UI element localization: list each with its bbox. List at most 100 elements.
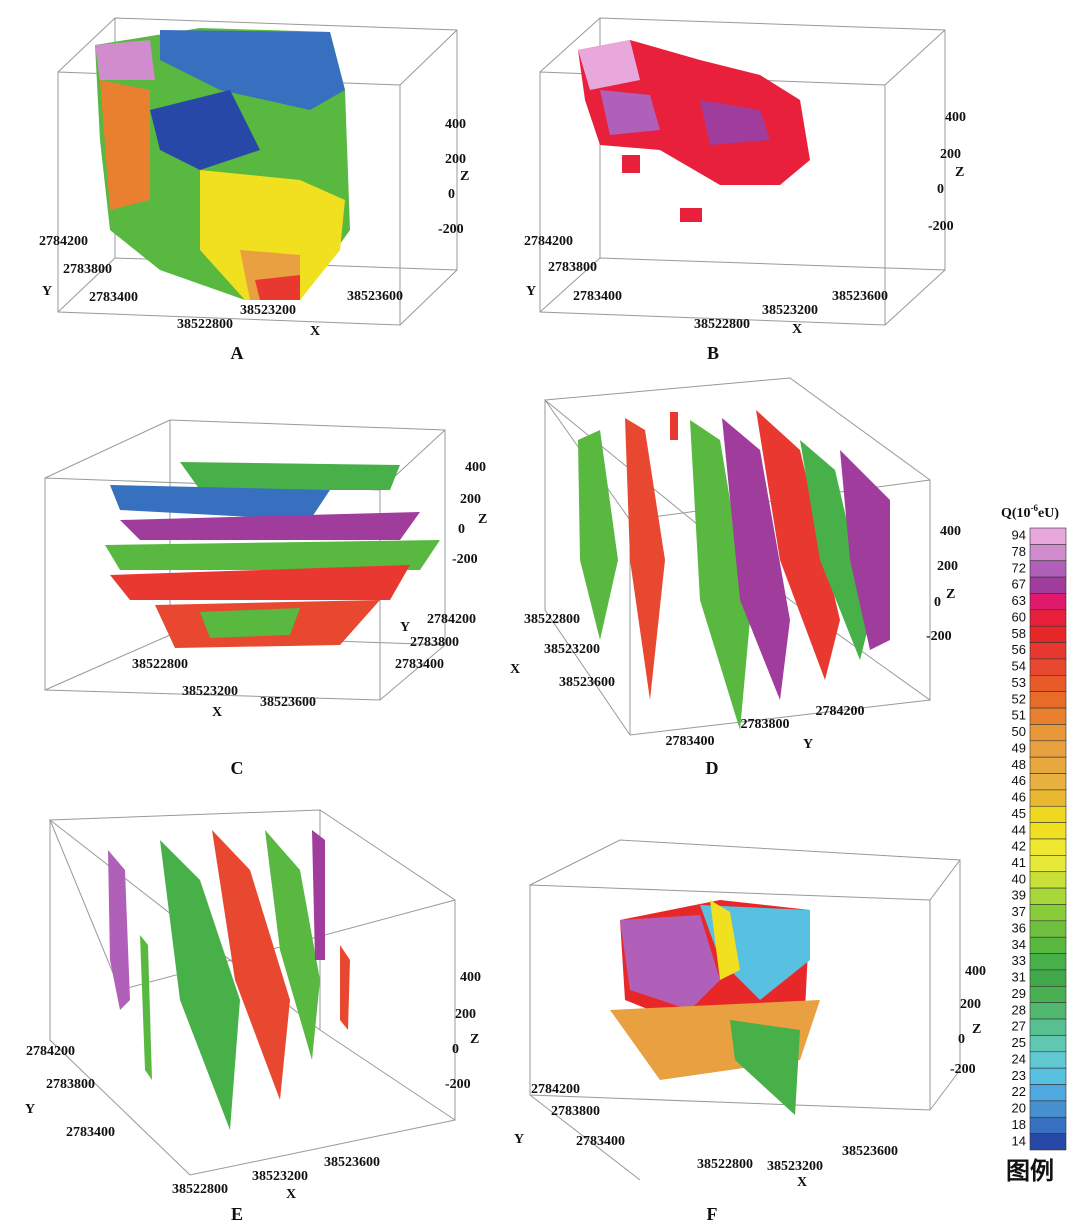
legend-swatch: [1030, 1101, 1066, 1117]
x-title: X: [212, 705, 222, 720]
legend-title: Q(10-6eU): [1001, 503, 1059, 521]
legend-level: 78: [1012, 544, 1026, 559]
legend-swatch: [1030, 1117, 1066, 1133]
slice: [340, 945, 350, 1030]
legend-swatch: [1030, 872, 1066, 888]
z-tick-label: 0: [958, 1032, 965, 1047]
z-tick-label: -200: [926, 629, 952, 644]
z-tick-label: 200: [960, 997, 981, 1012]
x-title: X: [286, 1187, 296, 1202]
legend-level: 41: [1012, 855, 1026, 870]
legend-level: 50: [1012, 724, 1026, 739]
legend-swatch: [1030, 1068, 1066, 1084]
slice: [110, 565, 410, 600]
y-title: Y: [526, 284, 536, 299]
legend-level: 54: [1012, 659, 1026, 674]
legend-level: 24: [1012, 1051, 1026, 1066]
legend-title-prefix: Q(10: [1001, 506, 1031, 521]
legend-level: 46: [1012, 790, 1026, 805]
y-tick-label: 2783400: [89, 290, 138, 305]
y-tick-label: 2783800: [741, 717, 790, 732]
z-tick-label: 200: [937, 559, 958, 574]
x-title: X: [310, 324, 320, 339]
slice: [108, 850, 130, 1010]
legend-swatch: [1030, 528, 1066, 544]
x-tick-label: 38522800: [697, 1157, 753, 1172]
panel-label: B: [707, 343, 719, 363]
z-tick-label: 0: [448, 187, 455, 202]
legend-swatch: [1030, 986, 1066, 1002]
x-tick-label: 38523200: [252, 1169, 308, 1184]
z-tick-label: 0: [452, 1042, 459, 1057]
legend-level: 42: [1012, 839, 1026, 854]
legend-swatch: [1030, 757, 1066, 773]
legend-level: 49: [1012, 740, 1026, 755]
z-title: Z: [470, 1032, 479, 1047]
slice: [625, 418, 665, 700]
legend-level: 44: [1012, 822, 1026, 837]
legend-title-suffix: eU): [1038, 506, 1059, 521]
y-title: Y: [803, 737, 813, 752]
legend-level: 20: [1012, 1101, 1026, 1116]
z-tick-label: 400: [945, 110, 966, 125]
x-tick-label: 38523200: [240, 303, 296, 318]
z-tick-label: 200: [455, 1007, 476, 1022]
y-tick-label: 2784200: [26, 1044, 75, 1059]
panel-e: 400 200 0 -200 Z 2784200 2783800 2783400…: [25, 810, 481, 1224]
slice: [578, 430, 618, 640]
x-tick-label: 38523200: [182, 684, 238, 699]
legend-swatch: [1030, 806, 1066, 822]
x-title: X: [797, 1175, 807, 1190]
y-tick-label: 2783400: [395, 657, 444, 672]
y-tick-label: 2783800: [548, 260, 597, 275]
legend-level: 18: [1012, 1117, 1026, 1132]
x-tick-label: 38522800: [694, 317, 750, 332]
y-title: Y: [400, 620, 410, 635]
z-tick-label: 400: [465, 460, 486, 475]
legend-swatch: [1030, 643, 1066, 659]
figure: 400 200 0 -200 Z 2784200 2783800 2783400…: [0, 0, 1072, 1226]
slice: [110, 485, 330, 520]
legend-level: 27: [1012, 1019, 1026, 1034]
legend-level: 36: [1012, 920, 1026, 935]
x-tick-label: 38523200: [544, 642, 600, 657]
y-tick-label: 2783400: [66, 1125, 115, 1140]
slice: [105, 540, 440, 570]
y-tick-label: 2783400: [576, 1134, 625, 1149]
legend-swatch: [1030, 904, 1066, 920]
y-tick-label: 2784200: [39, 234, 88, 249]
y-tick-label: 2783400: [666, 734, 715, 749]
panel-label: F: [707, 1204, 718, 1224]
legend-swatch: [1030, 708, 1066, 724]
x-tick-label: 38523200: [767, 1159, 823, 1174]
y-tick-label: 2784200: [427, 612, 476, 627]
z-title: Z: [478, 512, 487, 527]
x-tick-label: 38522800: [172, 1182, 228, 1197]
z-tick-label: 0: [937, 182, 944, 197]
x-tick-label: 38523200: [762, 303, 818, 318]
x-tick-label: 38523600: [347, 289, 403, 304]
panel-d: 400 200 0 -200 Z 38522800 38523200 38523…: [510, 378, 961, 778]
y-title: Y: [42, 284, 52, 299]
y-tick-label: 2783800: [63, 262, 112, 277]
legend-swatch: [1030, 1134, 1066, 1150]
legend-swatch: [1030, 626, 1066, 642]
legend-swatch: [1030, 561, 1066, 577]
legend-swatch: [1030, 1052, 1066, 1068]
legend-level: 31: [1012, 970, 1026, 985]
legend-swatch: [1030, 921, 1066, 937]
y-tick-label: 2783800: [46, 1077, 95, 1092]
panel-label: C: [231, 758, 244, 778]
legend-level: 51: [1012, 708, 1026, 723]
legend-swatch: [1030, 659, 1066, 675]
x-tick-label: 38523600: [324, 1155, 380, 1170]
z-tick-label: -200: [928, 219, 954, 234]
slice: [200, 608, 300, 638]
z-tick-label: 0: [934, 595, 941, 610]
legend-swatch: [1030, 724, 1066, 740]
legend-level: 67: [1012, 577, 1026, 592]
legend-swatch: [1030, 544, 1066, 560]
legend: Q(10-6eU) 图例 947872676360585654535251504…: [1001, 503, 1066, 1185]
panel-f: 400 200 0 -200 Z 2784200 2783800 2783400…: [514, 840, 986, 1224]
legend-swatch: [1030, 610, 1066, 626]
